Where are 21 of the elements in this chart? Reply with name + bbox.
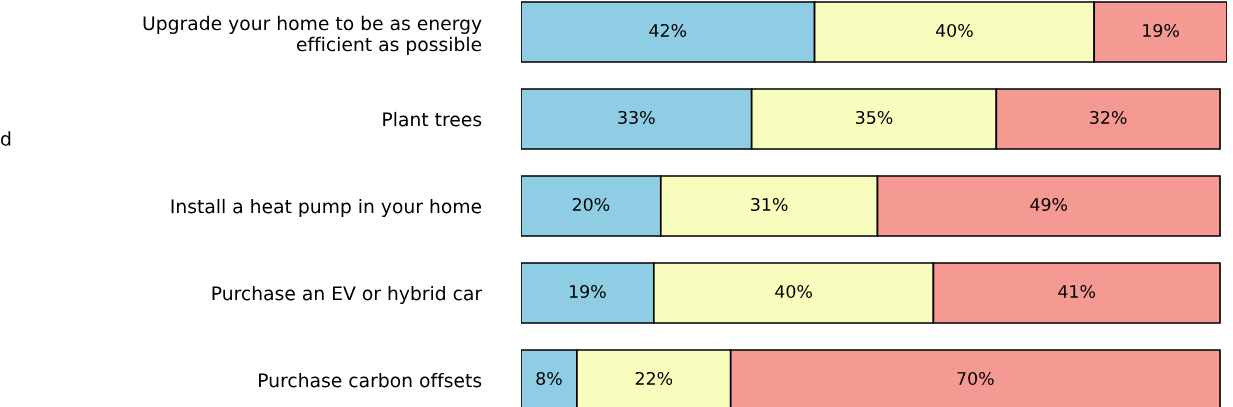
data-label: 8% bbox=[536, 371, 562, 386]
y-tick-label: Upgrade your home to be as energy efficient as possible bbox=[143, 15, 482, 55]
data-label: 19% bbox=[570, 284, 606, 299]
data-label: 31% bbox=[751, 197, 788, 212]
data-label: 41% bbox=[1058, 284, 1096, 299]
text: d bbox=[1, 131, 11, 146]
data-label: 32% bbox=[1090, 110, 1127, 125]
y-tick-label: Purchase an EV or hybrid car bbox=[212, 285, 483, 305]
data-label: 35% bbox=[856, 110, 893, 125]
data-label: 33% bbox=[618, 110, 655, 125]
data-label: 40% bbox=[935, 23, 973, 38]
data-label: 22% bbox=[635, 371, 673, 386]
data-label: 49% bbox=[1030, 197, 1068, 212]
data-label: 42% bbox=[649, 23, 687, 38]
y-tick-label: Install a heat pump in your home bbox=[171, 198, 482, 218]
data-label: 70% bbox=[957, 371, 994, 386]
y-tick-label: Plant trees bbox=[383, 111, 482, 127]
data-label: 40% bbox=[775, 284, 812, 299]
data-label: 19% bbox=[1143, 23, 1179, 38]
y-tick-label: Purchase carbon offsets bbox=[259, 372, 482, 388]
data-label: 20% bbox=[572, 197, 610, 212]
